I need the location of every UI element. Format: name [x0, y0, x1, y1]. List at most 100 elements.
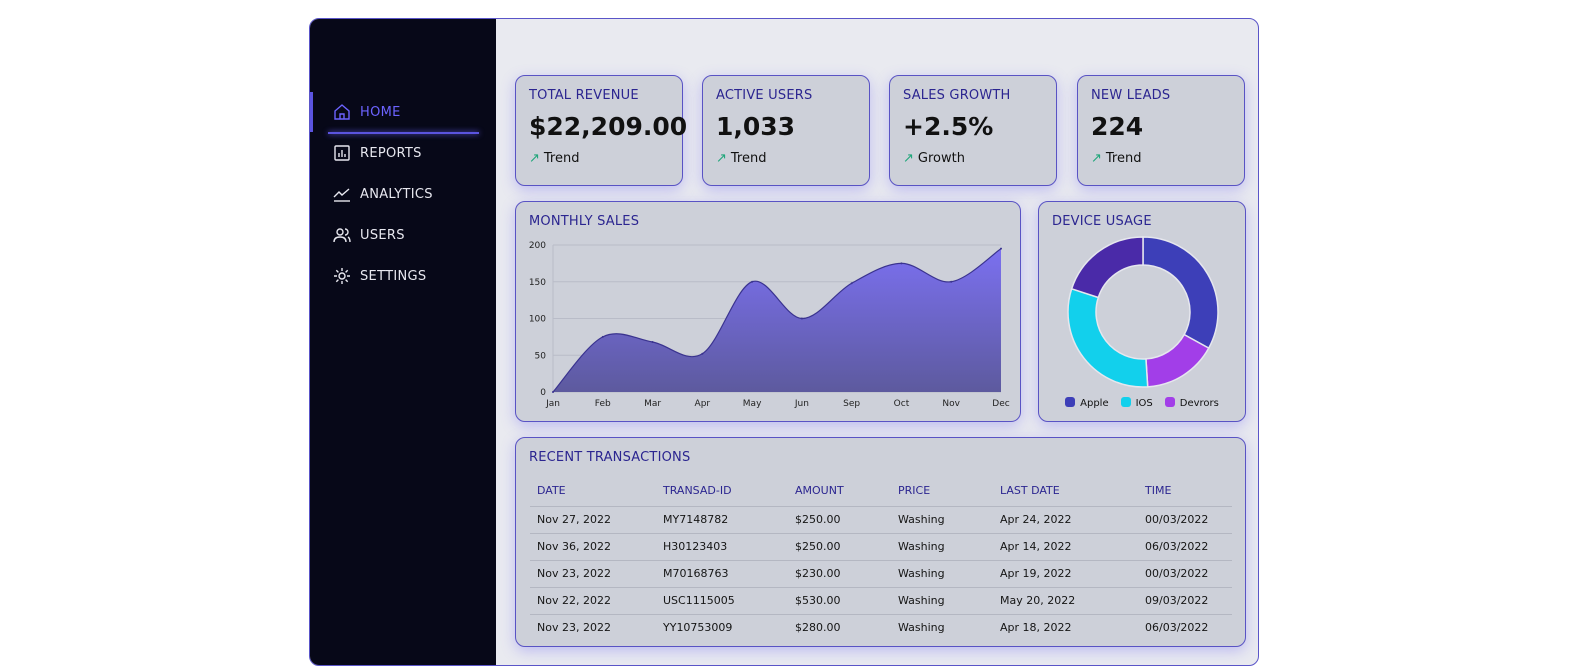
legend-label: IOS [1135, 398, 1153, 409]
sidebar-item-reports[interactable]: REPORTS [310, 133, 496, 173]
table-cell: Washing [891, 505, 993, 533]
kpi-title: SALES GROWTH [903, 88, 1011, 103]
column-header[interactable]: AMOUNT [795, 484, 844, 498]
table-row[interactable]: Nov 22, 2022 USC1115005 $530.00 Washing May … [530, 586, 1232, 614]
sidebar-item-label: USERS [360, 227, 405, 243]
x-tick-label: May [743, 399, 762, 409]
card-title: DEVICE USAGE [1052, 214, 1152, 229]
table-cell: 06/03/2022 [1138, 613, 1232, 641]
trend-up-icon: ↗ [716, 151, 727, 166]
x-tick-label: Apr [695, 399, 711, 409]
kpi-card: NEW LEADS 224 ↗ Trend [1077, 75, 1245, 186]
card-title: RECENT TRANSACTIONS [529, 450, 691, 465]
donut-slice [1142, 236, 1219, 350]
table-cell: Washing [891, 559, 993, 587]
chart-legend: Apple IOS Devrors [1039, 397, 1245, 409]
kpi-value: 224 [1091, 112, 1144, 141]
column-header[interactable]: DATE [537, 484, 566, 498]
legend-item: IOS [1120, 397, 1153, 409]
data-point [900, 262, 903, 265]
x-tick-label: Sep [843, 399, 860, 409]
table-cell: USC1115005 [656, 586, 788, 614]
table-cell: Nov 36, 2022 [530, 532, 656, 560]
x-tick-label: Feb [595, 399, 611, 409]
sidebar: HOME REPORTS ANALYTICS USERS SETTINGS [310, 19, 496, 665]
monthly-sales-card: MONTHLY SALES 0 50 100 150 200 Jan Feb Mar Apr Ma… [515, 201, 1021, 422]
users-icon [332, 225, 352, 245]
table-cell: Apr 24, 2022 [993, 505, 1138, 533]
donut-slice [1070, 236, 1144, 299]
table-cell: $280.00 [788, 613, 891, 641]
gear-icon [332, 266, 352, 286]
sales-line [552, 248, 1002, 393]
donut-slice [1067, 287, 1149, 388]
x-tick-label: Jan [545, 399, 560, 409]
data-point [601, 335, 604, 338]
kpi-title: ACTIVE USERS [716, 88, 813, 103]
kpi-trend: ↗ Trend [716, 151, 767, 166]
legend-label: Devrors [1179, 398, 1219, 409]
kpi-trend: ↗ Trend [1091, 151, 1142, 166]
table-cell: MY7148782 [656, 505, 788, 533]
kpi-title: NEW LEADS [1091, 88, 1171, 103]
table-cell: $250.00 [788, 532, 891, 560]
table-cell: Washing [891, 613, 993, 641]
table-cell: Nov 23, 2022 [530, 559, 656, 587]
card-title: MONTHLY SALES [529, 214, 640, 229]
table-cell: 00/03/2022 [1138, 559, 1232, 587]
device-usage-card: DEVICE USAGE Apple IOS Devrors [1038, 201, 1246, 422]
column-header[interactable]: LAST DATE [1000, 484, 1060, 498]
legend-swatch [1065, 397, 1076, 407]
table-cell: 06/03/2022 [1138, 532, 1232, 560]
bar-chart-icon [332, 143, 352, 163]
table-row[interactable]: Nov 23, 2022 YY10753009 $280.00 Washing Apr … [530, 613, 1232, 641]
kpi-trend-label: Trend [730, 151, 767, 166]
data-point [701, 352, 704, 355]
table-cell: H30123403 [656, 532, 788, 560]
legend-label: Apple [1080, 398, 1109, 409]
sidebar-item-users[interactable]: USERS [310, 215, 496, 255]
kpi-card: SALES GROWTH +2.5% ↗ Growth [889, 75, 1057, 186]
kpi-trend-label: Trend [1105, 151, 1142, 166]
sales-area [553, 248, 1001, 392]
sidebar-item-settings[interactable]: SETTINGS [310, 256, 496, 296]
kpi-title: TOTAL REVENUE [529, 88, 639, 103]
x-tick-label: Dec [992, 399, 1009, 409]
x-tick-label: Oct [894, 399, 910, 409]
column-header[interactable]: TRANSAD-ID [663, 484, 732, 498]
recent-transactions-card: RECENT TRANSACTIONS DATE TRANSAD-ID AMOUNT… [515, 437, 1246, 647]
table-cell: Washing [891, 532, 993, 560]
x-tick-label: Nov [942, 399, 960, 409]
column-header[interactable]: PRICE [898, 484, 931, 498]
table-cell: 00/03/2022 [1138, 505, 1232, 533]
table-row[interactable]: Nov 27, 2022 MY7148782 $250.00 Washing Apr 2… [530, 505, 1232, 533]
data-point [950, 280, 953, 283]
table-row[interactable]: Nov 23, 2022 M70168763 $230.00 Washing Apr 1… [530, 559, 1232, 587]
trend-up-icon: ↗ [903, 151, 914, 166]
column-header[interactable]: TIME [1145, 484, 1172, 498]
kpi-card: TOTAL REVENUE $22,209.00 ↗ Trend [515, 75, 687, 186]
line-chart-icon [332, 184, 352, 204]
y-tick-label: 200 [529, 241, 546, 251]
home-icon [332, 102, 352, 122]
table-cell: $530.00 [788, 586, 891, 614]
kpi-trend-label: Growth [917, 151, 965, 166]
y-tick-label: 0 [540, 388, 546, 398]
trend-up-icon: ↗ [529, 151, 540, 166]
table-cell: Apr 19, 2022 [993, 559, 1138, 587]
dashboard-window: HOME REPORTS ANALYTICS USERS SETTINGS TO… [309, 18, 1259, 666]
table-cell: YY10753009 [656, 613, 788, 641]
trend-up-icon: ↗ [1091, 151, 1102, 166]
kpi-value: $22,209.00 [529, 112, 688, 141]
legend-swatch [1120, 397, 1131, 407]
data-point [850, 282, 853, 285]
kpi-trend-label: Trend [543, 151, 580, 166]
x-tick-label: Mar [644, 399, 661, 409]
y-tick-label: 50 [535, 351, 547, 361]
table-cell: Apr 14, 2022 [993, 532, 1138, 560]
legend-item: Apple [1065, 397, 1109, 409]
sidebar-item-home[interactable]: HOME [310, 92, 496, 134]
kpi-trend: ↗ Trend [529, 151, 580, 166]
table-row[interactable]: Nov 36, 2022 H30123403 $250.00 Washing Apr 1… [530, 532, 1232, 560]
sidebar-item-analytics[interactable]: ANALYTICS [310, 174, 496, 214]
